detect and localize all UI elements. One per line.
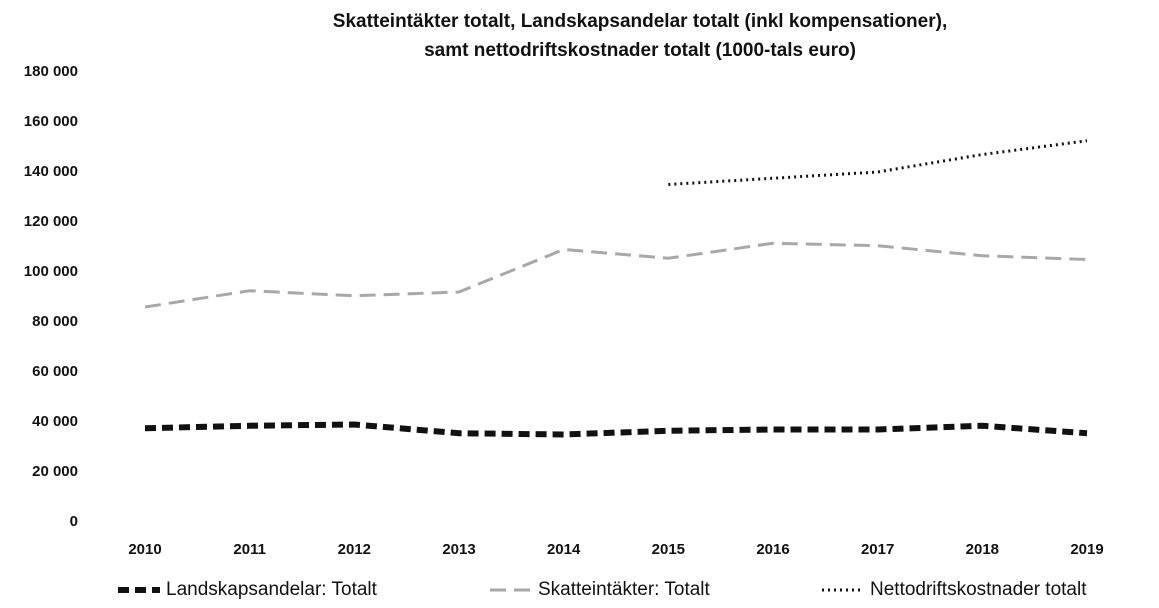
x-tick-label: 2017 — [861, 541, 894, 558]
chart-title: Skatteintäkter totalt, Landskapsandelar … — [333, 11, 947, 32]
y-tick-label: 60 000 — [32, 363, 78, 380]
y-tick-label: 40 000 — [32, 413, 78, 430]
x-tick-label: 2014 — [547, 541, 581, 558]
series-line — [668, 139, 1088, 186]
series-line — [144, 421, 1088, 438]
y-tick-label: 0 — [70, 513, 78, 530]
y-tick-label: 180 000 — [24, 63, 78, 80]
legend-label: Landskapsandelar: Totalt — [166, 579, 378, 600]
y-tick-label: 120 000 — [24, 213, 78, 230]
chart-title: samt nettodriftskostnader totalt (1000-t… — [424, 40, 856, 61]
legend-label: Skatteintäkter: Totalt — [538, 579, 711, 600]
y-tick-label: 160 000 — [24, 113, 78, 130]
series-line — [144, 241, 1088, 309]
y-tick-label: 20 000 — [32, 463, 78, 480]
x-tick-label: 2010 — [128, 541, 161, 558]
x-tick-label: 2018 — [966, 541, 999, 558]
x-tick-label: 2011 — [233, 541, 266, 558]
x-tick-label: 2019 — [1070, 541, 1103, 558]
x-tick-label: 2016 — [756, 541, 789, 558]
y-tick-label: 80 000 — [32, 313, 78, 330]
y-tick-label: 140 000 — [24, 163, 78, 180]
legend-label: Nettodriftskostnader totalt — [870, 579, 1087, 600]
y-tick-label: 100 000 — [24, 263, 78, 280]
x-tick-label: 2013 — [442, 541, 475, 558]
x-tick-label: 2012 — [338, 541, 371, 558]
x-tick-label: 2015 — [652, 541, 685, 558]
